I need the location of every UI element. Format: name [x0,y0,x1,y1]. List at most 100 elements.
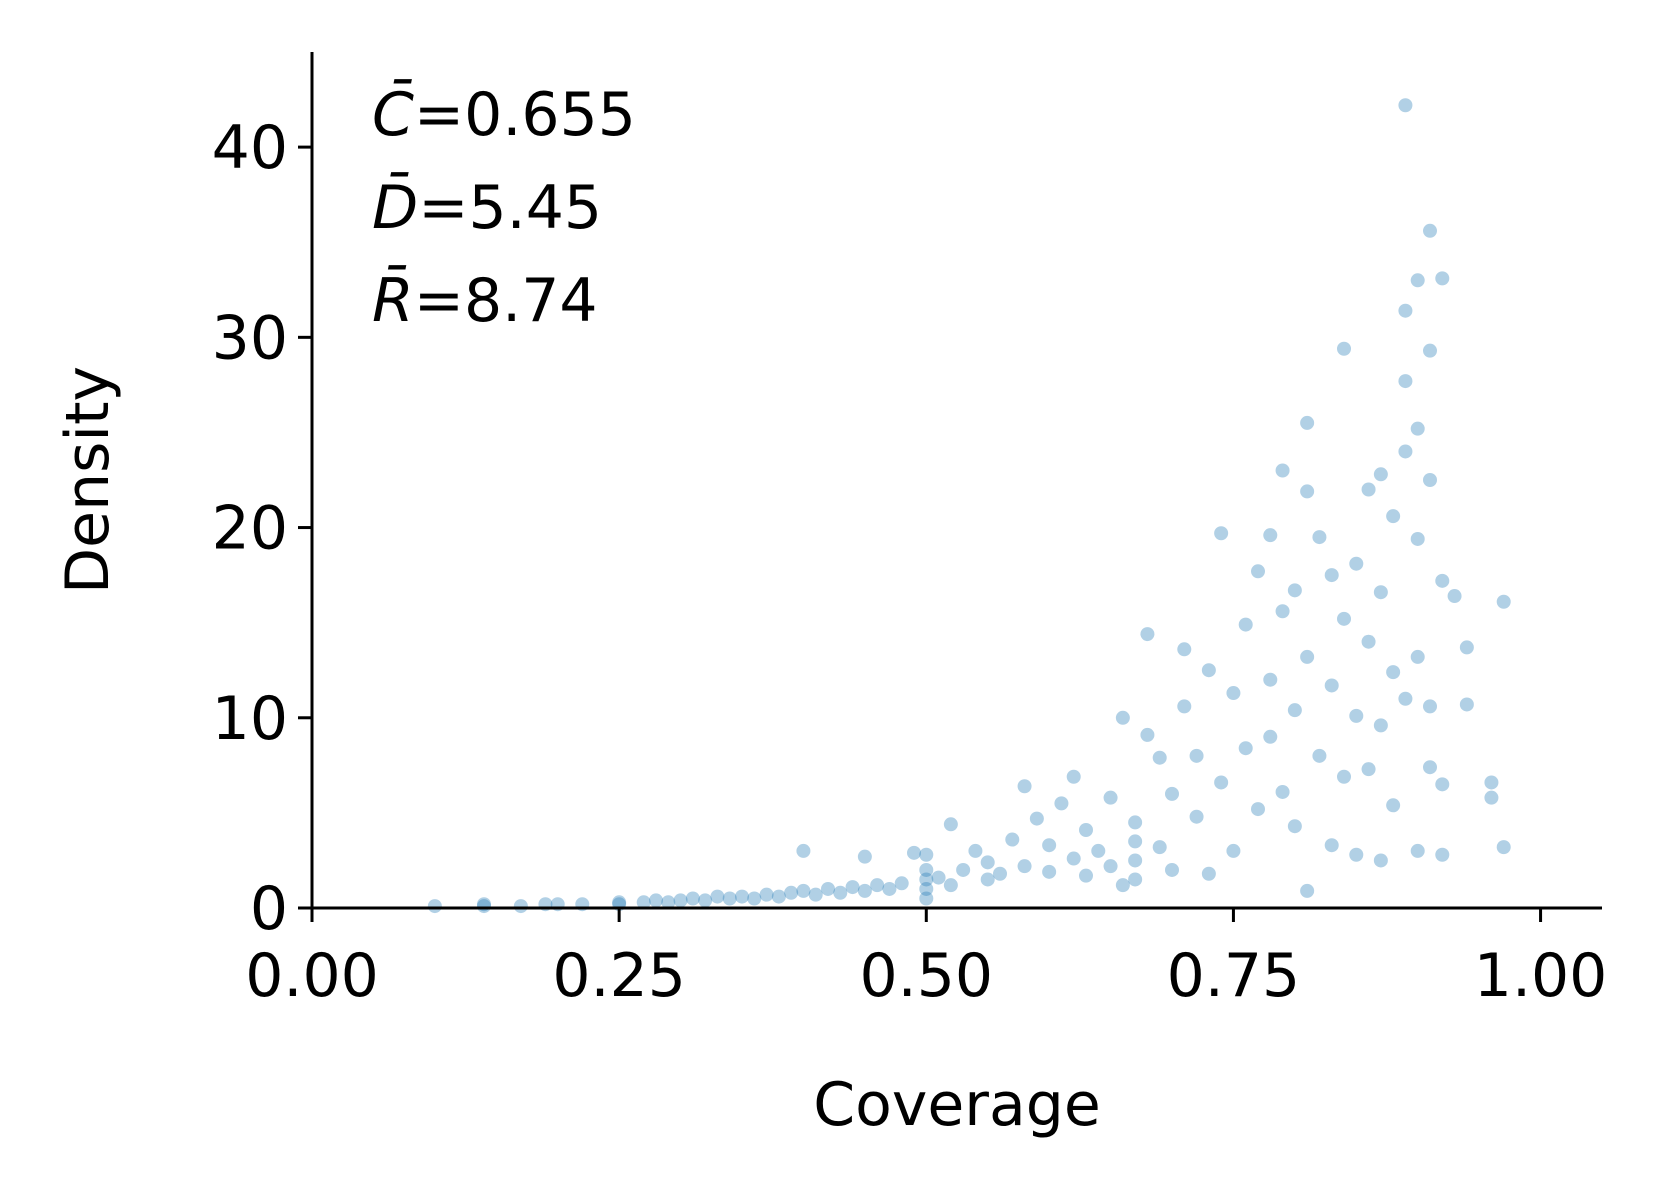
data-point [1152,840,1167,855]
data-point [1128,815,1143,830]
data-point [1103,790,1118,805]
data-point [1128,853,1143,868]
data-point [1349,556,1364,571]
data-point [1017,859,1032,874]
data-point [1423,760,1437,775]
data-point [1287,703,1302,718]
data-point [919,872,934,887]
data-point [1189,748,1204,763]
data-point [1398,374,1413,389]
data-point [1214,526,1229,541]
data-point [1410,273,1425,288]
data-point [1300,883,1315,898]
data-point [1275,604,1290,619]
y-tick-label: 20 [212,494,288,564]
data-point [857,849,872,864]
data-point [968,843,983,858]
data-point [1214,775,1229,790]
data-point [845,880,860,895]
data-point [1115,878,1130,893]
stat-value: =0.655 [414,80,636,150]
data-point [1287,583,1302,598]
data-point [1177,642,1192,657]
data-point [1423,473,1437,487]
data-point [943,817,958,832]
data-point [427,899,442,914]
data-point [1201,866,1216,881]
data-point [1300,649,1315,664]
x-axis-title: Coverage [813,1070,1100,1140]
stat-value: =5.45 [418,173,602,243]
data-point [1263,528,1278,543]
data-point [956,862,971,877]
data-point [1361,482,1376,497]
data-point [1165,862,1179,877]
data-point [1423,699,1437,714]
stat-symbol: R̄ [372,264,414,336]
stat-line: R̄=8.74 [372,264,598,336]
data-point [919,862,934,877]
x-tick-label: 0.75 [1167,941,1301,1011]
data-point [1177,699,1192,714]
data-point [1496,594,1511,609]
data-point [1238,741,1253,756]
data-point [1373,853,1388,868]
data-point [1423,223,1437,238]
y-tick-label: 0 [250,874,288,944]
y-tick-label: 30 [212,303,288,373]
data-point [1373,467,1388,482]
data-point [1496,840,1511,855]
data-point [722,891,737,906]
data-point [1459,640,1474,655]
data-point [685,891,700,906]
x-tick-label: 0.00 [245,941,379,1011]
data-point [833,885,848,900]
data-point [894,876,909,891]
data-point [1373,585,1388,600]
x-tick-label: 0.25 [552,941,686,1011]
data-point [1042,864,1057,879]
data-point [796,843,811,858]
data-point [1361,762,1376,777]
stat-symbol: C̄ [372,78,414,150]
stat-line: C̄=0.655 [372,78,636,150]
data-point [1423,343,1437,358]
data-point [796,883,811,898]
data-point [1275,784,1290,799]
data-point [1201,663,1216,678]
y-axis-title: Density [53,366,123,594]
data-point [1054,796,1069,811]
data-point [1189,809,1204,824]
data-point [919,891,934,906]
data-point [857,883,872,898]
data-point [1398,444,1413,459]
data-point [1398,691,1413,706]
data-point [1349,847,1364,862]
data-point [1386,798,1401,813]
x-tick-label: 0.50 [859,941,993,1011]
data-point [821,881,835,896]
data-point [1410,531,1425,546]
data-point [1128,872,1143,887]
data-point [759,887,774,902]
data-point [1042,838,1057,853]
data-point [980,872,995,887]
y-ticks: 0 10 20 30 40 [212,113,312,944]
stat-value: =8.74 [414,266,598,336]
data-point [1410,649,1425,664]
data-point [1410,421,1425,436]
data-point [943,878,958,893]
data-point [612,895,627,910]
stat-symbol: D̄ [372,171,418,243]
data-point [1386,509,1401,524]
data-point [698,893,713,908]
data-point [1386,665,1401,680]
data-point [1435,573,1450,588]
x-ticks: 0.00 0.25 0.50 0.75 1.00 [245,908,1607,1011]
data-point [1165,786,1179,801]
data-point [1226,843,1241,858]
data-point [1324,838,1339,853]
data-point [1103,859,1118,874]
data-point [1435,777,1450,792]
